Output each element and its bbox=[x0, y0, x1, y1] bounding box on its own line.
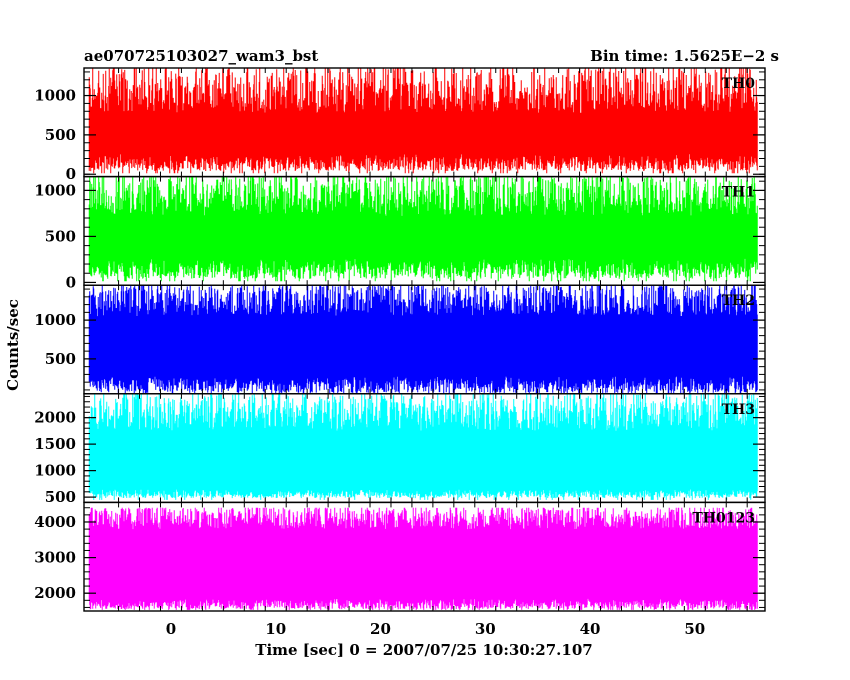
x-tick-label: 30 bbox=[475, 620, 496, 638]
y-tick-label: 2000 bbox=[34, 584, 76, 602]
y-tick-label: 4000 bbox=[34, 513, 76, 531]
series-th2 bbox=[88, 285, 758, 394]
series-th0123 bbox=[88, 507, 758, 610]
y-tick-label: 0 bbox=[66, 273, 76, 291]
x-axis: 0 10 20 30 40 50 bbox=[166, 620, 706, 638]
y-tick-label: 500 bbox=[45, 227, 76, 245]
y-tick-label: 500 bbox=[45, 488, 76, 506]
panel-label-th0: TH0 bbox=[722, 76, 756, 92]
y-axis-label: Counts/sec bbox=[4, 299, 22, 391]
y-tick-label: 1000 bbox=[34, 87, 76, 105]
panel-th2: 500 1000 TH2 bbox=[34, 284, 766, 395]
x-axis-label: Time [sec] 0 = 2007/07/25 10:30:27.107 bbox=[255, 641, 592, 659]
y-tick-label: 2000 bbox=[34, 409, 76, 427]
series-th0 bbox=[88, 68, 758, 174]
panel-label-th2: TH2 bbox=[722, 293, 755, 309]
x-tick-label: 50 bbox=[684, 620, 705, 638]
series-th1 bbox=[88, 176, 758, 282]
x-tick-label: 10 bbox=[265, 620, 286, 638]
x-tick-label: 20 bbox=[370, 620, 391, 638]
x-tick-label: 40 bbox=[580, 620, 601, 638]
panel-th0123: 2000 3000 4000 TH0123 bbox=[34, 501, 766, 612]
chart-title: ae070725103027_wam3_bst bbox=[84, 47, 318, 65]
panels-group: 0 500 1000 TH0 0 500 1000 TH1 500 1000 TH2 500 1000 1… bbox=[34, 67, 766, 612]
y-tick-label: 1000 bbox=[34, 311, 76, 329]
x-tick-label: 0 bbox=[166, 620, 176, 638]
y-tick-label: 3000 bbox=[34, 549, 76, 567]
bin-time-label: Bin time: 1.5625E−2 s bbox=[590, 47, 779, 65]
panel-label-th3: TH3 bbox=[722, 402, 755, 418]
y-tick-label: 0 bbox=[66, 165, 76, 183]
y-tick-label: 1000 bbox=[34, 462, 76, 480]
y-tick-label: 500 bbox=[45, 350, 76, 368]
y-tick-label: 1500 bbox=[34, 435, 76, 453]
panel-label-th0123: TH0123 bbox=[692, 510, 755, 526]
panel-th0: 0 500 1000 TH0 bbox=[34, 67, 766, 183]
panel-frame bbox=[83, 501, 766, 612]
y-tick-label: 500 bbox=[45, 126, 76, 144]
y-tick-label: 1000 bbox=[34, 181, 76, 199]
series-th3 bbox=[88, 393, 758, 500]
panel-th3: 500 1000 1500 2000 TH3 bbox=[34, 393, 766, 506]
panel-th1: 0 500 1000 TH1 bbox=[34, 175, 766, 291]
panel-label-th1: TH1 bbox=[722, 185, 755, 201]
